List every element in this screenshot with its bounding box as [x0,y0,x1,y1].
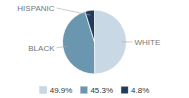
legend-swatch [40,87,47,94]
pie [63,10,127,74]
legend: 49.9% 45.3% 4.8% [40,86,150,95]
legend-swatch [121,87,128,94]
legend-item: 49.9% [40,86,73,95]
legend-swatch [80,87,87,94]
legend-item: 45.3% [80,86,113,95]
leader-line [57,46,68,48]
leader-line [57,8,91,15]
annotations: WHITE BLACK HISPANIC [17,4,160,53]
legend-item: 4.8% [121,86,149,95]
category-label: BLACK [28,44,55,53]
chart: WHITE BLACK HISPANIC 49.9% 45.3% 4.8% [0,0,189,98]
legend-label: 4.8% [131,86,149,95]
legend-label: 45.3% [90,86,113,95]
category-label: HISPANIC [17,4,54,13]
category-label: WHITE [135,38,161,47]
legend-label: 49.9% [50,86,73,95]
pie-slice [95,10,127,74]
leader-line [122,41,133,42]
